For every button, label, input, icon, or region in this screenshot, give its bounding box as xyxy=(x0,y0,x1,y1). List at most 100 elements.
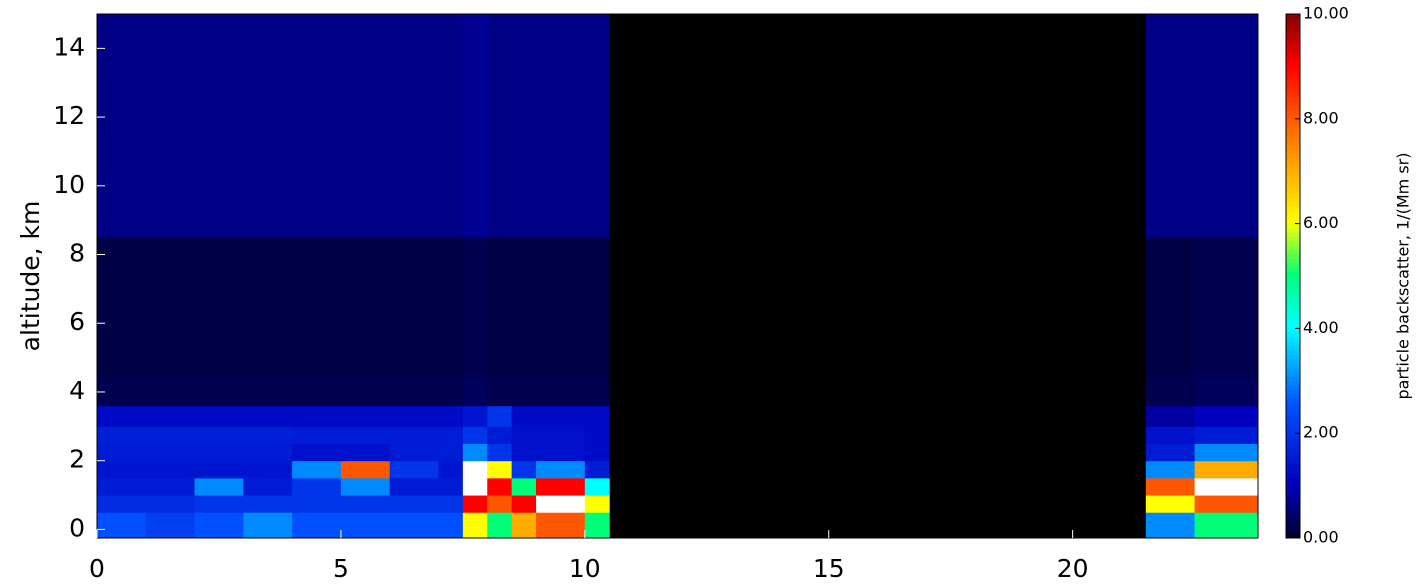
heatmap-cell xyxy=(1194,443,1259,462)
heatmap-cell xyxy=(584,426,610,445)
colorbar-swatch xyxy=(1286,319,1300,325)
heatmap-cell xyxy=(243,512,293,539)
heatmap-cell xyxy=(1194,477,1259,496)
heatmap-cell xyxy=(194,426,244,445)
colorbar-swatch xyxy=(1286,324,1300,329)
colorbar-swatch xyxy=(1286,411,1300,417)
colorbar-swatch xyxy=(1286,96,1300,102)
heatmap-cell xyxy=(292,443,342,462)
heatmap-cell xyxy=(389,14,439,238)
heatmap-cell xyxy=(511,405,537,427)
colorbar-swatch xyxy=(1286,123,1300,129)
colorbar-swatch xyxy=(1286,345,1300,351)
colorbar-swatch xyxy=(1286,114,1300,120)
heatmap-cell xyxy=(145,426,196,445)
heatmap-cell xyxy=(389,512,439,539)
colorbar-swatch xyxy=(1286,22,1300,28)
heatmap-cell xyxy=(389,237,439,376)
heatmap-cell xyxy=(584,512,610,539)
heatmap-cell xyxy=(194,495,244,513)
colorbar-swatch xyxy=(1286,398,1300,404)
heatmap-cell xyxy=(340,443,391,462)
colorbar-swatch xyxy=(1286,79,1300,85)
heatmap-cell xyxy=(145,237,196,376)
heatmap-cell xyxy=(462,237,488,376)
heatmap-cell xyxy=(462,405,488,427)
colorbar-swatch xyxy=(1286,437,1300,443)
colorbar-swatch xyxy=(1286,153,1300,159)
heatmap-cell xyxy=(194,460,244,479)
x-tick-label: 15 xyxy=(813,554,845,583)
colorbar-swatch xyxy=(1286,232,1300,238)
colorbar-swatch xyxy=(1286,44,1300,50)
colorbar-swatch xyxy=(1286,241,1300,246)
colorbar-swatch xyxy=(1286,214,1300,220)
colorbar-swatch xyxy=(1286,485,1300,491)
heatmap-cell xyxy=(1194,460,1259,479)
heatmap-cell xyxy=(389,405,439,427)
colorbar-swatch xyxy=(1286,476,1300,482)
heatmap-cell xyxy=(97,512,147,539)
heatmap-cell xyxy=(584,405,610,427)
heatmap-cell xyxy=(438,443,464,462)
heatmap-cell xyxy=(292,426,342,445)
heatmap-cell xyxy=(389,443,439,462)
heatmap-cell xyxy=(584,495,610,513)
heatmap-cell xyxy=(1145,477,1196,496)
heatmap-cell xyxy=(97,460,147,479)
y-tick-label: 14 xyxy=(53,32,85,61)
heatmap-cell xyxy=(340,405,391,427)
heatmap-cell xyxy=(1194,512,1259,539)
heatmap-cell xyxy=(438,426,464,445)
colorbar-swatch xyxy=(1286,441,1300,447)
colorbar-swatch xyxy=(1286,171,1300,177)
heatmap-cell xyxy=(340,14,391,238)
colorbar-swatch xyxy=(1286,507,1300,513)
heatmap-cell xyxy=(438,237,464,376)
colorbar-swatch xyxy=(1286,302,1300,308)
colorbar-swatch xyxy=(1286,415,1300,421)
heatmap-cell xyxy=(438,460,464,479)
colorbar-swatch xyxy=(1286,75,1300,80)
heatmap-cell xyxy=(97,426,147,445)
heatmap-cell xyxy=(1145,495,1196,513)
heatmap-cell xyxy=(97,477,147,496)
colorbar-swatch xyxy=(1286,145,1300,150)
colorbar-swatch xyxy=(1286,245,1300,251)
colorbar-swatch xyxy=(1286,140,1300,146)
colorbar-swatch xyxy=(1286,389,1300,395)
colorbar-swatch xyxy=(1286,306,1300,312)
heatmap-cell xyxy=(438,374,464,407)
colorbar-swatch xyxy=(1286,297,1300,303)
heatmap-cell xyxy=(487,495,513,513)
colorbar-swatch xyxy=(1286,271,1300,277)
colorbar-swatch xyxy=(1286,92,1300,98)
heatmap-cell xyxy=(194,512,244,539)
colorbar-swatch xyxy=(1286,262,1300,268)
heatmap-cell xyxy=(462,495,488,513)
heatmap-cell xyxy=(536,495,586,513)
heatmap-cell xyxy=(511,495,537,513)
colorbar-swatch xyxy=(1286,101,1300,107)
colorbar-swatch xyxy=(1286,201,1300,207)
colorbar-swatch xyxy=(1286,83,1300,89)
heatmap-cell xyxy=(243,460,293,479)
x-tick-label: 20 xyxy=(1057,554,1089,583)
heatmap-cell xyxy=(1145,237,1196,376)
heatmap-cell xyxy=(511,14,537,238)
colorbar-swatch xyxy=(1286,197,1300,203)
heatmap-cell xyxy=(1194,237,1259,376)
colorbar-swatch xyxy=(1286,258,1300,264)
colorbar-swatch xyxy=(1286,524,1300,530)
colorbar-swatch xyxy=(1286,18,1300,24)
colorbar-swatch xyxy=(1286,105,1300,111)
heatmap-cell xyxy=(1145,443,1196,462)
heatmap-cell xyxy=(1194,14,1259,238)
heatmap-cell xyxy=(340,374,391,407)
heatmap-cell xyxy=(97,374,147,407)
colorbar-swatch xyxy=(1286,376,1300,382)
colorbar-swatch xyxy=(1286,14,1300,19)
heatmap-cell xyxy=(145,477,196,496)
heatmap-cell xyxy=(1145,14,1196,238)
